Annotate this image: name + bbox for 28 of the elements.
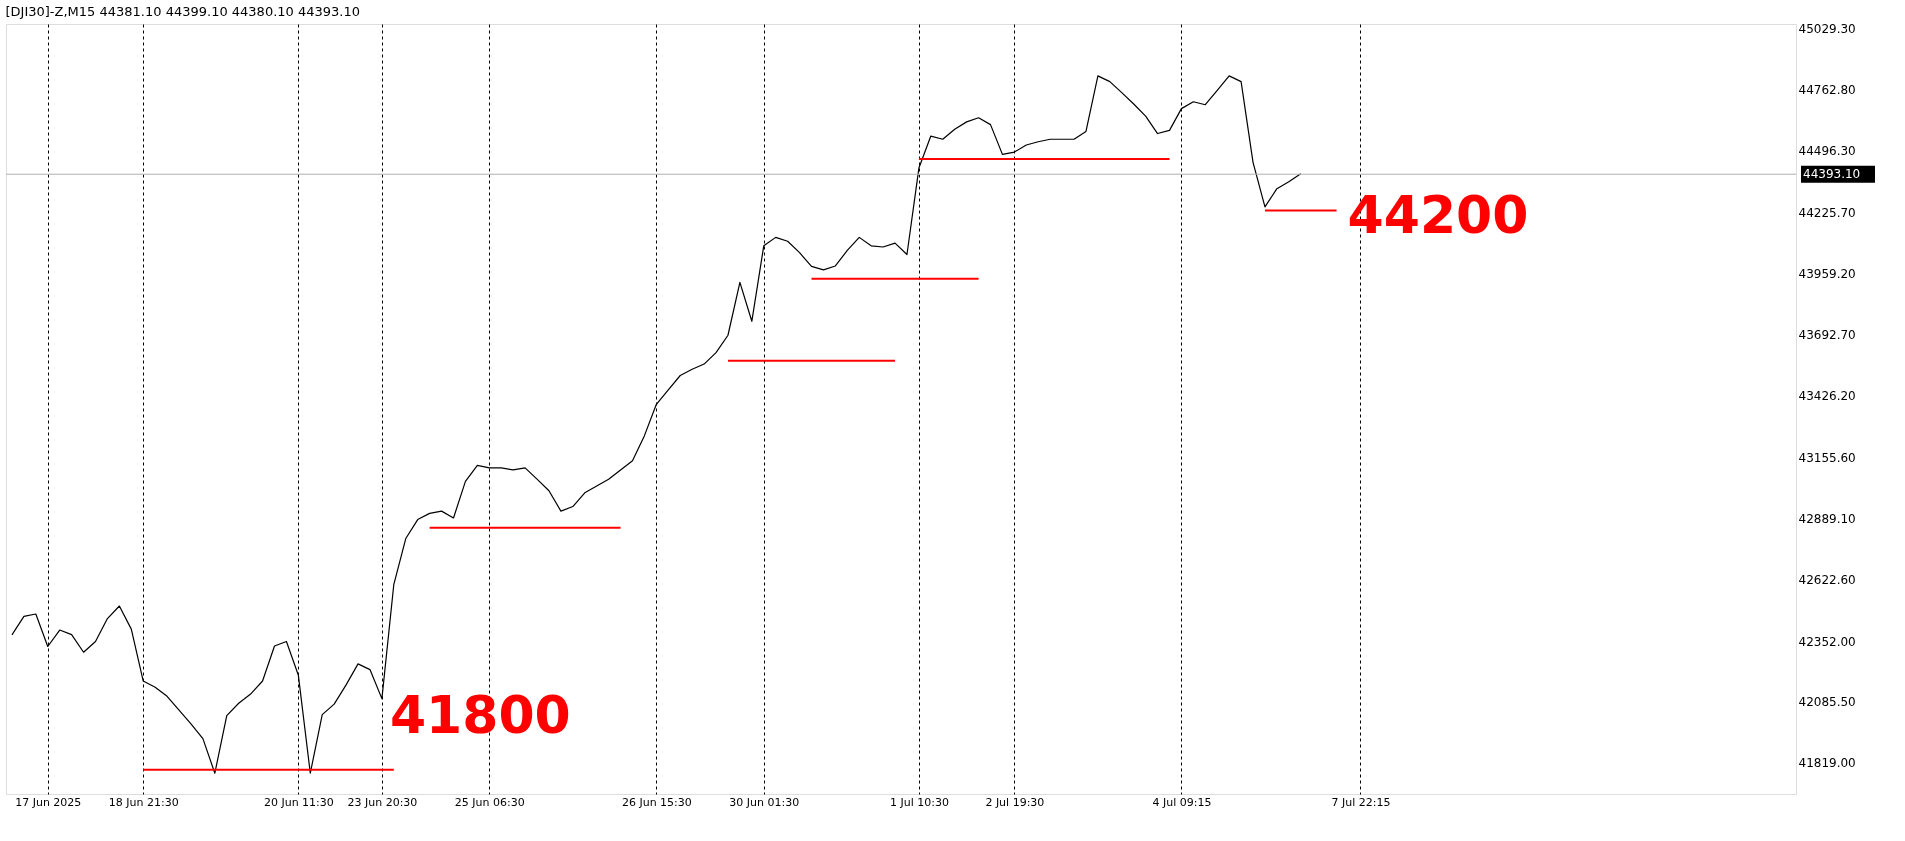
ref-line-label: 44393.10	[1803, 167, 1861, 182]
x-tick-label: 23 Jun 20:30	[347, 795, 418, 809]
x-tick-label: 17 Jun 2025	[15, 795, 82, 809]
y-tick-label: 44762.80	[1798, 83, 1856, 98]
x-tick-label: 30 Jun 01:30	[729, 795, 800, 809]
x-tick-label: 7 Jul 22:15	[1331, 795, 1391, 809]
y-tick-label: 43692.70	[1798, 327, 1856, 342]
annotation: 41800	[389, 685, 571, 745]
chart-title: [DJI30]-Z,M15 44381.10 44399.10 44380.10 44393.10	[5, 3, 360, 19]
x-tick-label: 18 Jun 21:30	[108, 795, 179, 809]
y-tick-label: 42889.10	[1798, 511, 1856, 526]
y-tick-label: 42352.00	[1798, 634, 1856, 649]
y-tick-label: 43959.20	[1798, 266, 1856, 281]
y-tick-label: 41819.00	[1798, 756, 1856, 771]
y-tick-label: 43155.60	[1798, 450, 1856, 465]
x-tick-label: 26 Jun 15:30	[621, 795, 692, 809]
x-tick-label: 2 Jul 19:30	[985, 795, 1045, 809]
y-tick-label: 43426.20	[1798, 388, 1856, 403]
y-tick-label: 45029.30	[1798, 22, 1856, 37]
x-tick-label: 4 Jul 09:15	[1152, 795, 1212, 809]
y-tick-label: 44496.30	[1798, 144, 1856, 159]
y-tick-label: 44225.70	[1798, 206, 1856, 221]
y-tick-label: 42622.60	[1798, 572, 1856, 587]
x-tick-label: 1 Jul 10:30	[889, 795, 949, 809]
x-tick-label: 25 Jun 06:30	[454, 795, 525, 809]
x-tick-label: 20 Jun 11:30	[263, 795, 334, 809]
annotation: 44200	[1347, 184, 1529, 245]
y-tick-label: 42085.50	[1798, 695, 1856, 710]
